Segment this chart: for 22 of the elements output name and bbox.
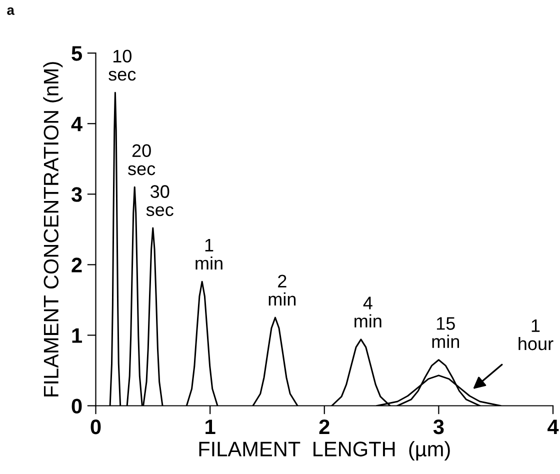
text: 1 hour [518,319,554,350]
series-label: 30 sec [146,185,174,216]
y-tick-label: 2 [72,258,82,272]
y-tick-label: 4 [71,116,82,132]
x-tick-label: 0 [90,419,101,434]
series-label: 4 min [354,296,382,328]
y-tick-label: 0 [72,398,82,414]
y-tick-label: 1 [72,328,82,343]
x-tick-label: 3 [433,419,444,434]
y-tick-label: 3 [71,187,82,202]
series-label: 2 min [268,274,296,306]
y-axis-title: FILAMENT CONCENTRATION (nM) [43,62,63,396]
x-tick-label: 2 [319,419,330,434]
series-label: 15 min [432,317,460,348]
y-tick-label: 5 [72,46,82,61]
x-axis-title: FILAMENT LENGTH (µm) [199,441,450,461]
series-label: 20 sec [128,144,156,176]
x-tick-label: 1 [206,420,216,434]
series-label: 10 sec [108,50,136,81]
series-label: 1 min [196,238,222,270]
text: a [7,7,15,15]
x-tick-label: 4 [548,420,559,434]
